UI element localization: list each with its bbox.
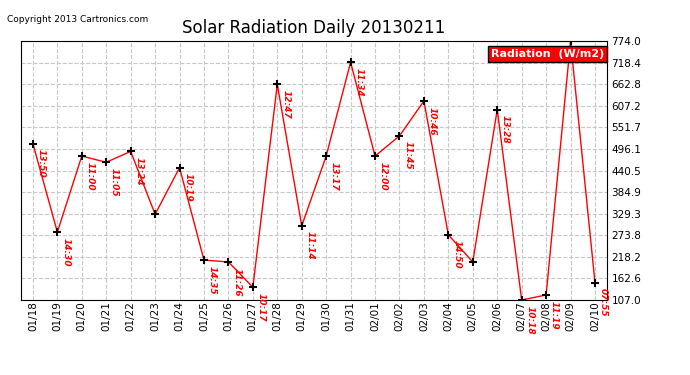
Text: 14:30: 14:30 bbox=[61, 238, 70, 266]
Text: 13:28: 13:28 bbox=[501, 115, 510, 144]
Text: 11:45: 11:45 bbox=[404, 141, 413, 170]
Text: 11:26: 11:26 bbox=[233, 267, 241, 296]
Title: Solar Radiation Daily 20130211: Solar Radiation Daily 20130211 bbox=[182, 19, 446, 37]
Text: 14:50: 14:50 bbox=[452, 240, 461, 269]
Text: 13:17: 13:17 bbox=[330, 162, 339, 190]
Text: 10:46: 10:46 bbox=[428, 106, 437, 135]
Text: 07:55: 07:55 bbox=[599, 288, 608, 317]
Text: 11:05: 11:05 bbox=[110, 168, 119, 196]
Text: 11:19: 11:19 bbox=[550, 300, 559, 329]
Text: Radiation  (W/m2): Radiation (W/m2) bbox=[491, 49, 604, 59]
Text: Copyright 2013 Cartronics.com: Copyright 2013 Cartronics.com bbox=[7, 15, 148, 24]
Text: 11:00: 11:00 bbox=[86, 162, 95, 190]
Text: 13:50: 13:50 bbox=[37, 149, 46, 178]
Text: 14:35: 14:35 bbox=[208, 266, 217, 294]
Text: 10:19: 10:19 bbox=[184, 173, 193, 202]
Text: 12:47: 12:47 bbox=[281, 90, 290, 118]
Text: 11:14: 11:14 bbox=[306, 231, 315, 260]
Text: 10:17: 10:17 bbox=[257, 293, 266, 321]
Text: 11:34: 11:34 bbox=[355, 68, 364, 96]
Text: 12:00: 12:00 bbox=[379, 162, 388, 190]
Text: 13:24: 13:24 bbox=[135, 157, 144, 186]
Text: 10:18: 10:18 bbox=[526, 306, 535, 334]
